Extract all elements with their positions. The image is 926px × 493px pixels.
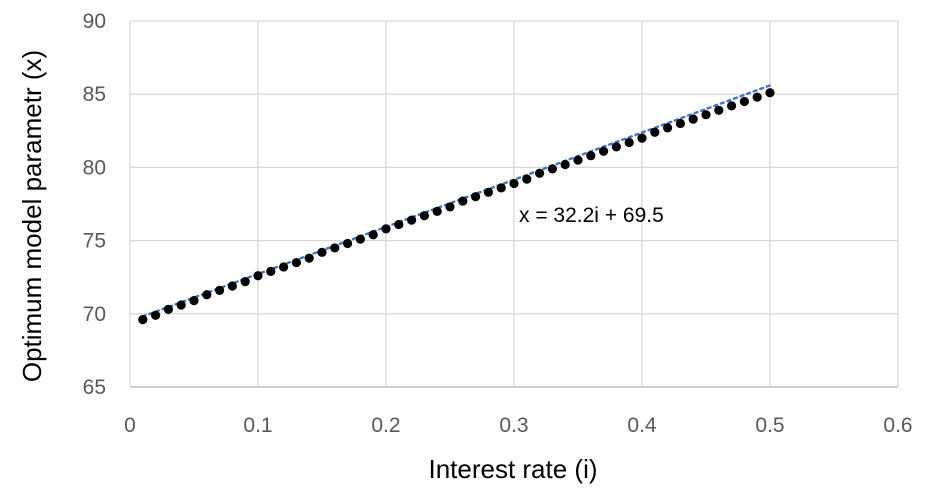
data-point xyxy=(215,285,225,295)
y-tick-label: 85 xyxy=(83,83,106,106)
y-tick-labels: 65 70 75 80 85 90 xyxy=(83,10,106,399)
x-tick-label: 0.2 xyxy=(371,414,400,437)
data-point xyxy=(189,296,199,306)
data-point xyxy=(355,234,365,244)
data-point xyxy=(445,202,455,212)
data-point xyxy=(483,187,493,197)
data-point xyxy=(688,114,698,124)
data-point xyxy=(304,253,314,263)
y-axis-title: Optimum model parametr (x) xyxy=(17,50,47,382)
x-tick-label: 0.5 xyxy=(755,414,784,437)
data-point xyxy=(624,137,634,148)
data-point xyxy=(765,88,775,98)
data-point xyxy=(496,183,506,193)
data-point xyxy=(227,281,237,291)
data-point xyxy=(151,310,161,320)
data-point xyxy=(407,215,417,225)
data-point xyxy=(138,315,148,325)
y-tick-label: 80 xyxy=(83,156,106,179)
data-point xyxy=(611,142,622,152)
x-tick-label: 0 xyxy=(124,414,136,437)
data-point xyxy=(176,300,186,310)
data-point xyxy=(381,224,391,234)
x-tick-label: 0.3 xyxy=(499,414,528,437)
data-point xyxy=(509,178,519,189)
data-point xyxy=(471,192,481,202)
data-point xyxy=(739,96,750,107)
data-point xyxy=(586,151,596,161)
y-tick-label: 70 xyxy=(83,303,106,326)
x-tick-label: 0.6 xyxy=(883,414,912,437)
data-point xyxy=(535,168,545,178)
data-points xyxy=(138,88,775,325)
data-point xyxy=(727,101,737,111)
data-point xyxy=(279,262,289,272)
data-point xyxy=(432,206,442,216)
x-axis-title: Interest rate (i) xyxy=(428,454,597,484)
data-point xyxy=(330,243,340,253)
data-point xyxy=(317,247,327,257)
data-point xyxy=(663,123,673,133)
data-point xyxy=(291,257,301,268)
data-point xyxy=(701,110,711,120)
trendline xyxy=(141,84,772,318)
y-tick-label: 75 xyxy=(83,230,106,253)
data-point xyxy=(368,230,378,240)
data-point xyxy=(675,118,686,129)
trendline-line xyxy=(141,84,772,318)
data-point xyxy=(637,133,647,143)
data-point xyxy=(752,92,762,102)
data-point xyxy=(343,238,353,249)
vertical-gridlines xyxy=(257,21,899,387)
y-tick-label: 65 xyxy=(83,376,106,399)
data-point xyxy=(714,105,724,115)
data-point xyxy=(458,196,468,206)
data-point xyxy=(266,266,276,276)
data-point xyxy=(240,276,250,287)
axes xyxy=(129,21,898,388)
data-point xyxy=(253,271,263,281)
data-point xyxy=(560,159,570,170)
x-tick-label: 0.1 xyxy=(243,414,272,437)
data-point xyxy=(522,174,532,184)
data-point xyxy=(419,211,429,221)
x-tick-label: 0.4 xyxy=(627,414,657,437)
data-point xyxy=(394,219,404,230)
data-point xyxy=(202,290,212,300)
data-point xyxy=(573,155,583,165)
data-point xyxy=(163,304,173,315)
trendline-equation: x = 32.2i + 69.5 xyxy=(519,204,664,227)
data-point xyxy=(599,146,609,156)
data-point xyxy=(547,164,558,174)
data-point xyxy=(650,127,660,137)
y-tick-label: 90 xyxy=(83,10,106,33)
x-tick-labels: 0 0.1 0.2 0.3 0.4 0.5 0.6 xyxy=(124,414,912,437)
